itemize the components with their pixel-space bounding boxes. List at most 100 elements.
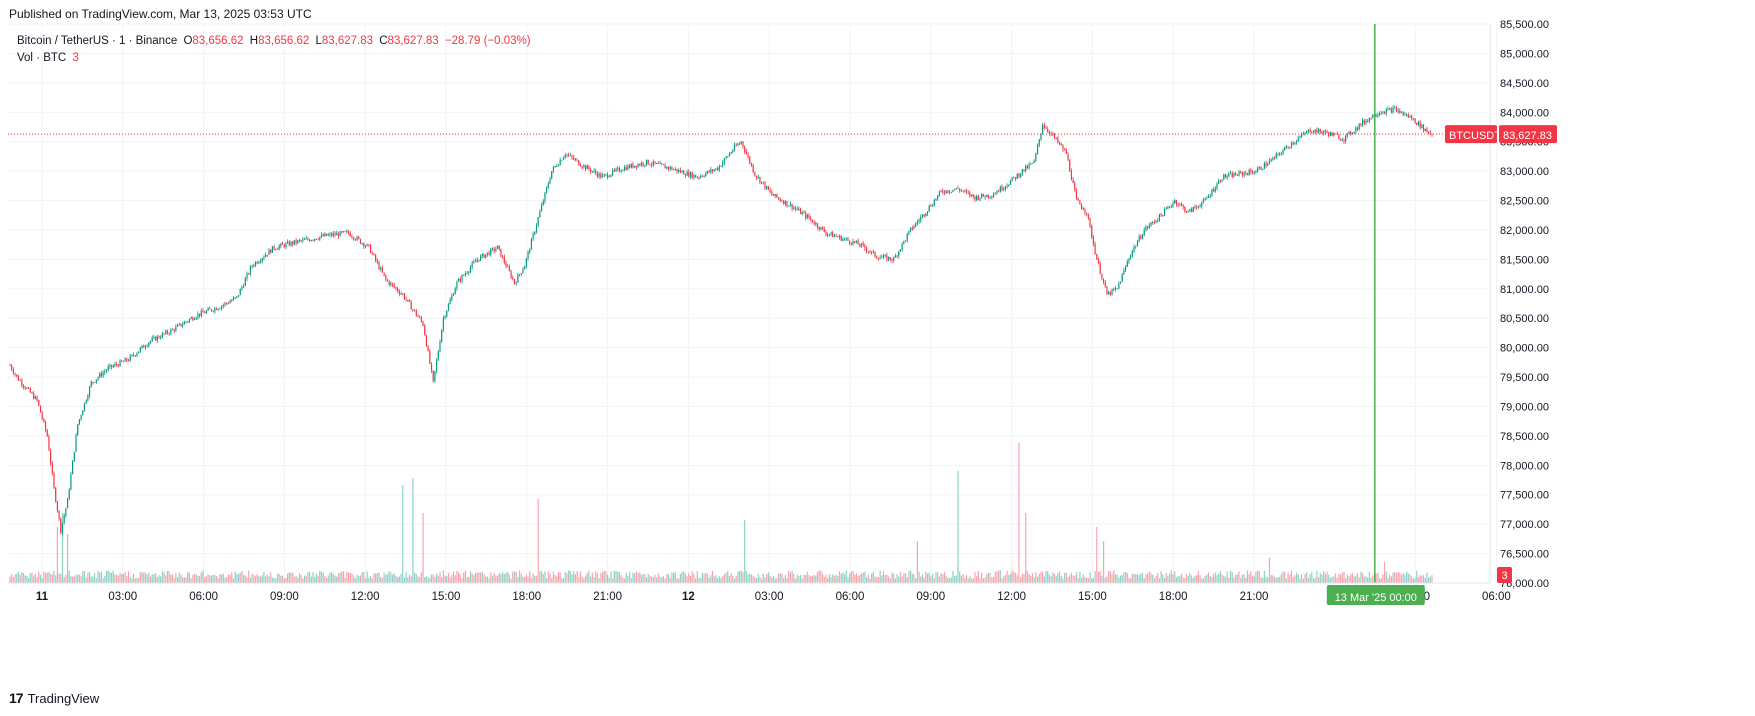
volume-bar xyxy=(1128,578,1130,583)
candle-body xyxy=(1106,286,1108,295)
volume-bar xyxy=(1020,577,1022,583)
volume-bar xyxy=(1150,573,1152,583)
symbol-price-badge: BTCUSDT xyxy=(1449,130,1501,142)
volume-bar xyxy=(1152,574,1154,583)
volume-bar xyxy=(229,574,231,583)
candle-body xyxy=(662,164,665,166)
candle-body xyxy=(1130,255,1132,259)
volume-bar xyxy=(131,578,133,583)
candle-body xyxy=(1240,171,1242,173)
candle-body xyxy=(327,234,329,236)
candle-body xyxy=(996,191,998,194)
volume-bar xyxy=(1321,574,1323,583)
volume-bar xyxy=(722,576,724,583)
candle-body xyxy=(764,182,766,189)
volume-bar xyxy=(80,576,82,583)
candle-body xyxy=(488,252,490,255)
candle-body xyxy=(730,152,732,154)
candle-body xyxy=(1042,125,1044,134)
candle-body xyxy=(1258,166,1260,169)
volume-bar xyxy=(835,574,837,583)
volume-bar xyxy=(146,574,148,583)
volume-bar xyxy=(568,570,570,583)
candle-body xyxy=(495,248,497,251)
volume-bar xyxy=(1346,574,1348,583)
crosshair-time-badge: 13 Mar '25 00:00 xyxy=(1335,592,1417,604)
candle-body xyxy=(964,190,966,192)
candle-body xyxy=(1072,179,1074,184)
volume-bar xyxy=(422,513,424,583)
volume-bar xyxy=(779,573,781,583)
candle-body xyxy=(381,267,384,273)
volume-bar xyxy=(786,577,788,583)
candle-body xyxy=(368,244,370,246)
candle-body xyxy=(904,240,907,242)
candle-body xyxy=(634,165,636,168)
candle-body xyxy=(507,266,509,268)
volume-bar xyxy=(50,574,52,583)
volume-bar xyxy=(1316,570,1318,583)
candle-body xyxy=(860,243,863,246)
candle-body xyxy=(1160,214,1162,216)
candle-body xyxy=(441,329,443,342)
candle-body xyxy=(241,286,243,290)
volume-bar xyxy=(676,578,678,583)
candle-body xyxy=(1086,212,1088,215)
candle-body xyxy=(144,346,147,348)
candle-body xyxy=(813,222,815,225)
volume-bar xyxy=(236,573,238,583)
volume-bar xyxy=(19,574,21,583)
volume-bar xyxy=(947,577,949,583)
candle-body xyxy=(395,287,397,289)
volume-bar xyxy=(1304,573,1306,583)
volume-bar xyxy=(808,575,810,583)
candle-body xyxy=(1221,179,1223,182)
volume-bar xyxy=(745,571,747,583)
candle-body xyxy=(92,381,94,383)
volume-bar xyxy=(999,570,1001,583)
published-caption: Published on TradingView.com, Mar 13, 20… xyxy=(9,7,312,21)
candle-body xyxy=(1196,206,1198,208)
volume-bar xyxy=(60,573,62,583)
candle-body xyxy=(674,168,676,170)
volume-bar xyxy=(601,571,604,583)
volume-bar xyxy=(1358,577,1360,583)
candle-body xyxy=(1419,121,1421,128)
candle-body xyxy=(136,353,138,356)
candle-body xyxy=(1343,139,1345,142)
volume-bar xyxy=(21,572,23,583)
high-value: 83,656.62 xyxy=(258,35,310,47)
volume-bar xyxy=(664,578,666,583)
volume-bar xyxy=(698,577,700,583)
candle-body xyxy=(1207,195,1210,198)
candle-body xyxy=(361,243,363,245)
volume-bar xyxy=(730,572,732,583)
candle-body xyxy=(65,508,67,516)
tradingview-brand[interactable]: 17 TradingView xyxy=(9,690,99,706)
volume-bar xyxy=(901,576,903,583)
candle-body xyxy=(1048,131,1051,134)
volume-bar xyxy=(1111,573,1113,583)
volume-bar xyxy=(871,573,873,583)
volume-bar xyxy=(596,573,599,583)
volume-bar xyxy=(11,574,13,583)
volume-bar xyxy=(1094,571,1096,583)
volume-bar xyxy=(292,572,294,583)
candle-body xyxy=(99,373,101,378)
time-tick-label: 21:00 xyxy=(1240,591,1269,603)
volume-bar xyxy=(1385,571,1387,583)
candle-body xyxy=(581,166,583,168)
candle-body xyxy=(954,189,956,191)
candle-body xyxy=(229,301,231,304)
volume-bar xyxy=(139,572,141,583)
candle-body xyxy=(373,253,375,256)
candle-body xyxy=(520,273,522,275)
volume-bar xyxy=(982,578,984,583)
candle-body xyxy=(1114,288,1117,290)
candle-body xyxy=(461,275,463,282)
candle-body xyxy=(337,233,340,237)
candle-body xyxy=(329,233,331,235)
volume-bar xyxy=(1219,570,1221,583)
candle-body xyxy=(1111,289,1113,295)
